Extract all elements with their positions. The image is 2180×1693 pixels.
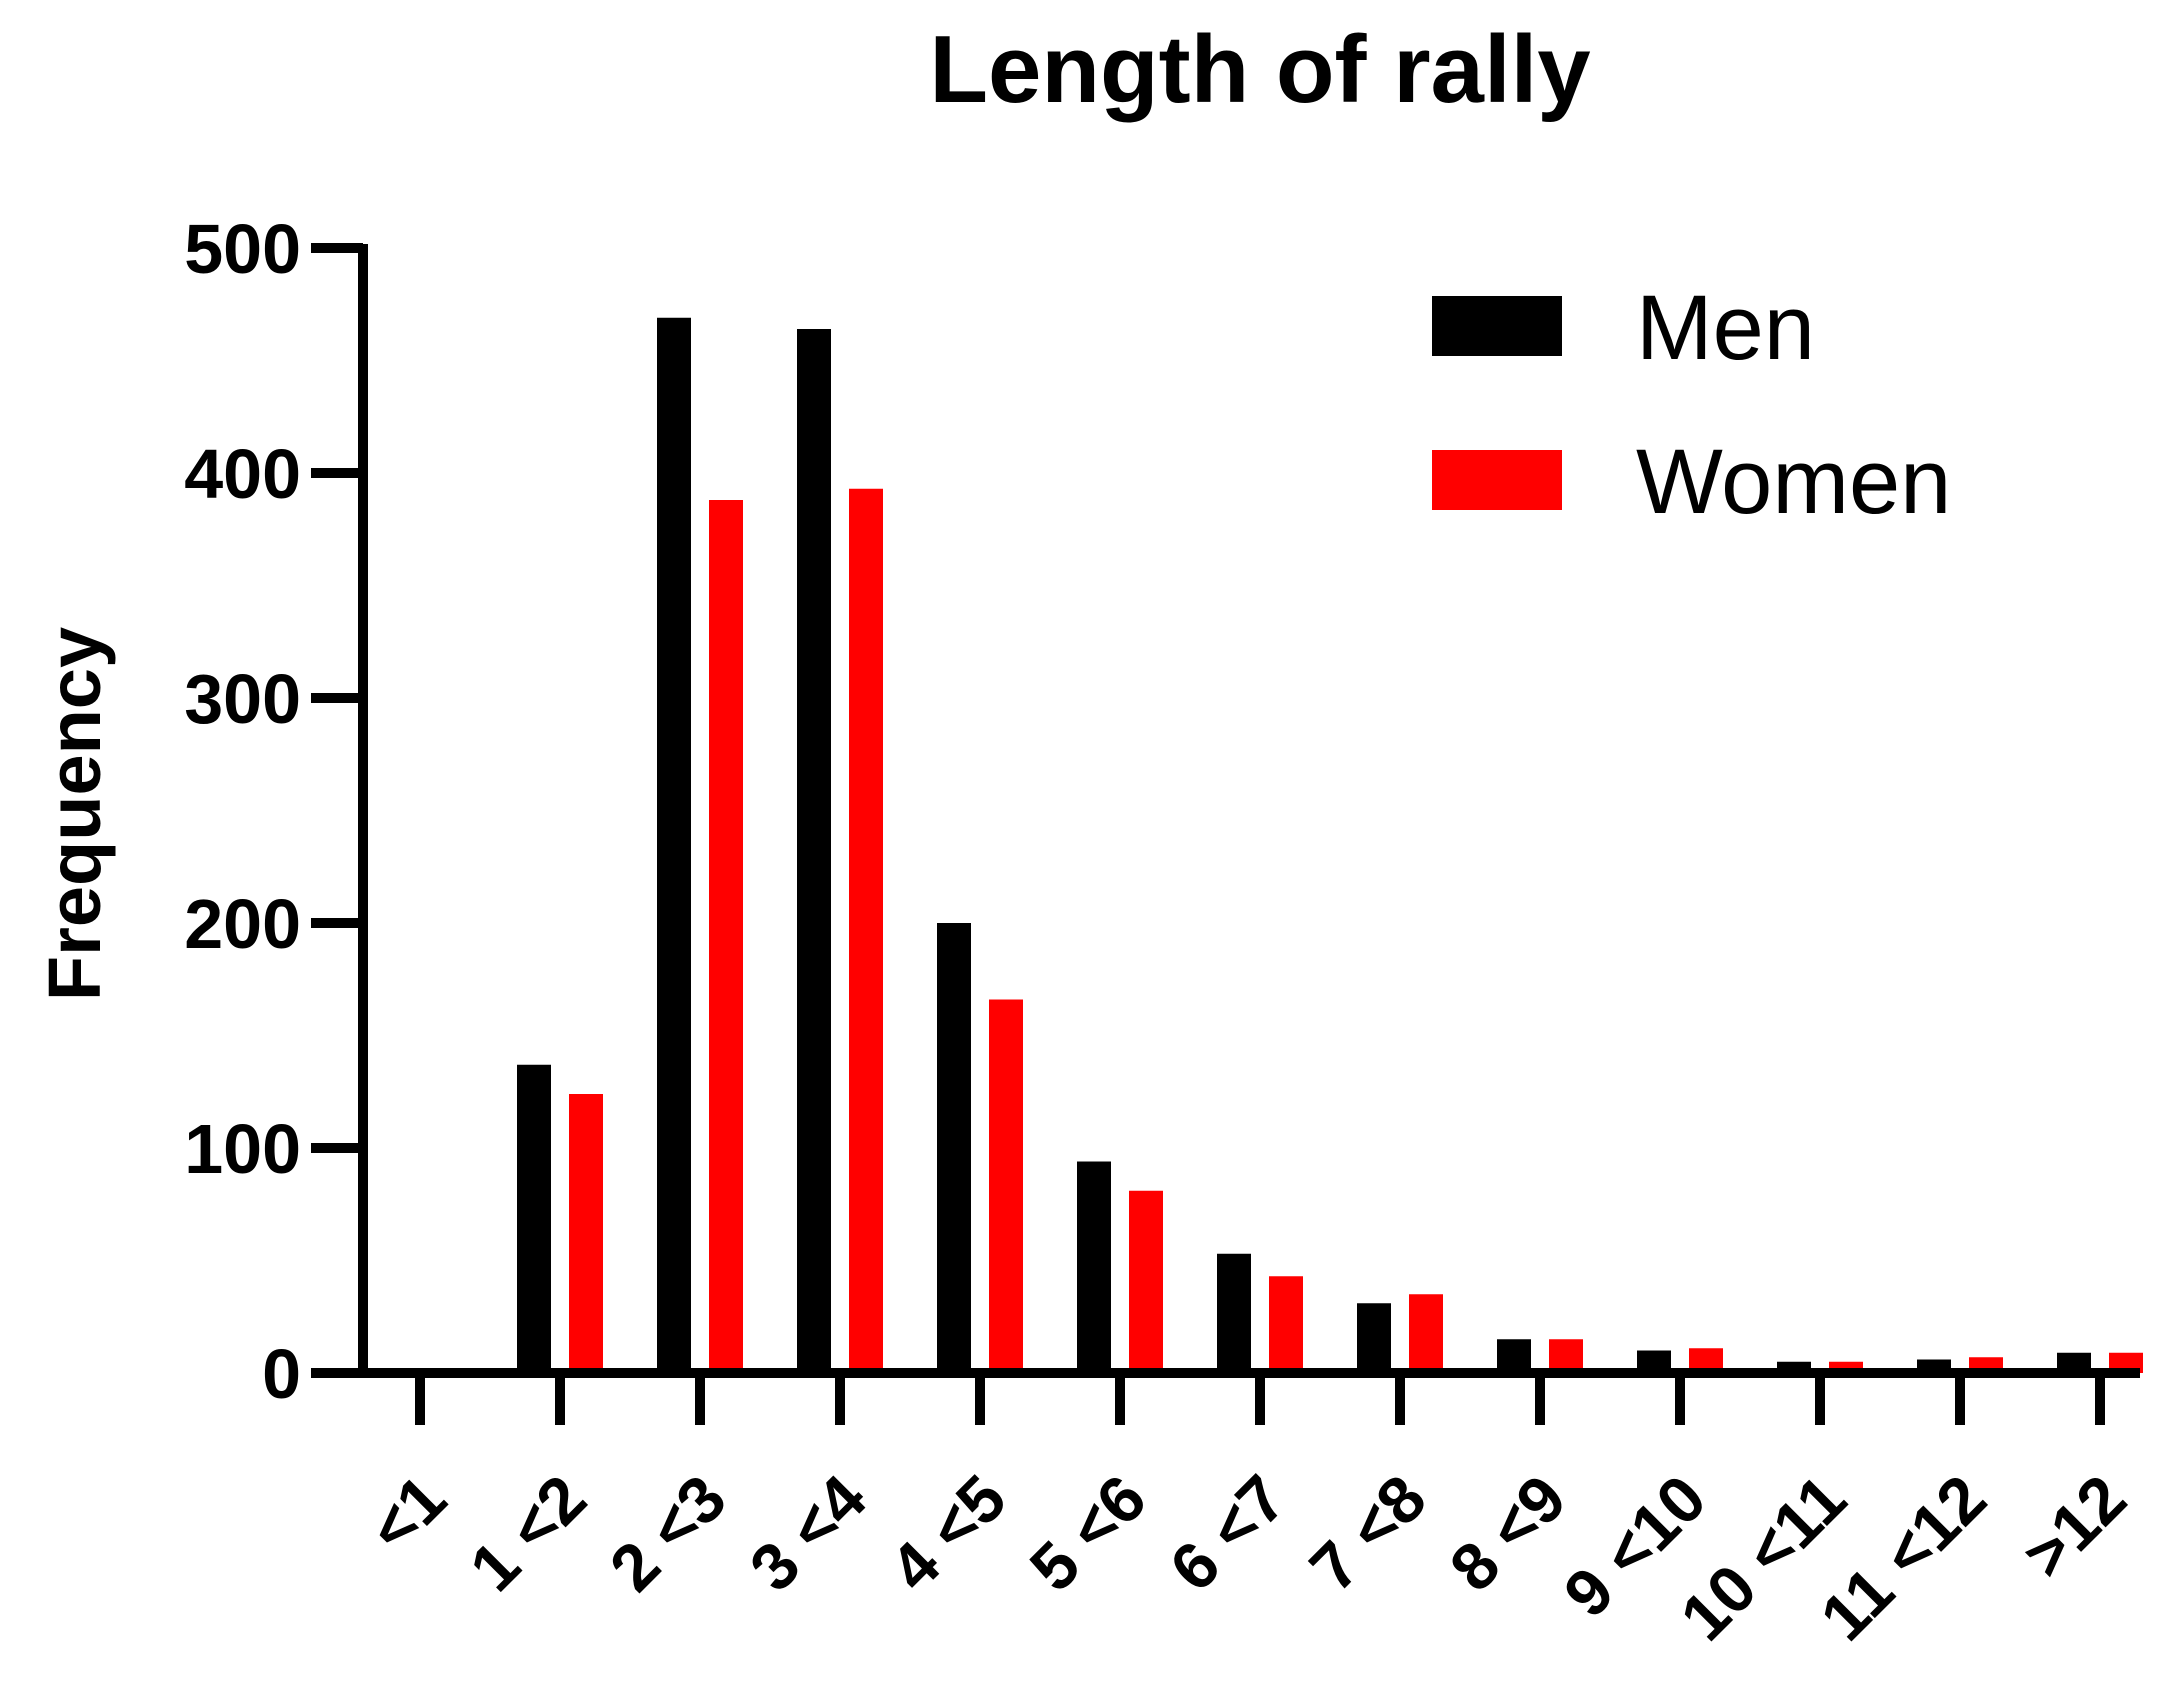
bar-men	[797, 329, 831, 1373]
x-tick-label: 3 <4	[735, 1460, 880, 1605]
y-tick-label: 0	[262, 1335, 301, 1413]
x-tick-label: 6 <7	[1155, 1461, 1299, 1605]
x-tick-label: 4 <5	[875, 1461, 1019, 1605]
bar-women	[569, 1094, 603, 1373]
bar-women	[1409, 1294, 1443, 1373]
bar-women	[2109, 1352, 2143, 1373]
x-tick-label: 5 <6	[1015, 1461, 1159, 1605]
bar-women	[849, 488, 883, 1373]
bar-men	[2057, 1352, 2091, 1373]
y-tick-label: 400	[184, 435, 301, 513]
bar-women	[1269, 1276, 1303, 1373]
bar-men	[1637, 1350, 1671, 1373]
bar-men	[1357, 1303, 1391, 1373]
x-tick-label: >12	[2008, 1461, 2139, 1592]
bar-women	[709, 500, 743, 1373]
y-tick-label: 200	[184, 885, 301, 963]
bar-men	[657, 317, 691, 1373]
legend-label-women: Women	[1636, 431, 1951, 533]
legend: Men Women	[1432, 277, 1951, 533]
x-tick-label: 2 <3	[595, 1461, 739, 1605]
bar-men	[1497, 1339, 1531, 1373]
bar-men	[517, 1064, 551, 1373]
x-tick-label: 1 <2	[455, 1461, 599, 1605]
legend-swatch-men	[1432, 296, 1562, 356]
y-tick-label: 500	[184, 210, 301, 288]
x-tick-label: 7 <8	[1295, 1461, 1439, 1605]
bar-women	[1129, 1190, 1163, 1373]
chart-title: Length of rally	[929, 16, 1590, 123]
bar-men	[1217, 1253, 1251, 1373]
legend-swatch-women	[1432, 450, 1562, 510]
y-axis-label: Frequency	[33, 627, 116, 1001]
x-tick-label: <1	[354, 1461, 460, 1567]
y-tick-label: 300	[184, 660, 301, 738]
bar-men	[937, 923, 971, 1373]
bar-men	[1777, 1361, 1811, 1373]
bar-women	[1549, 1339, 1583, 1373]
bar-women	[1829, 1361, 1863, 1373]
y-tick-label: 100	[184, 1110, 301, 1188]
bar-women	[989, 999, 1023, 1373]
plot-area: 0 100 200 300 400 500 <11 <22 <33 <44 <55 <66 …	[184, 210, 2143, 1654]
bar-men	[1077, 1161, 1111, 1373]
legend-label-men: Men	[1636, 277, 1815, 379]
